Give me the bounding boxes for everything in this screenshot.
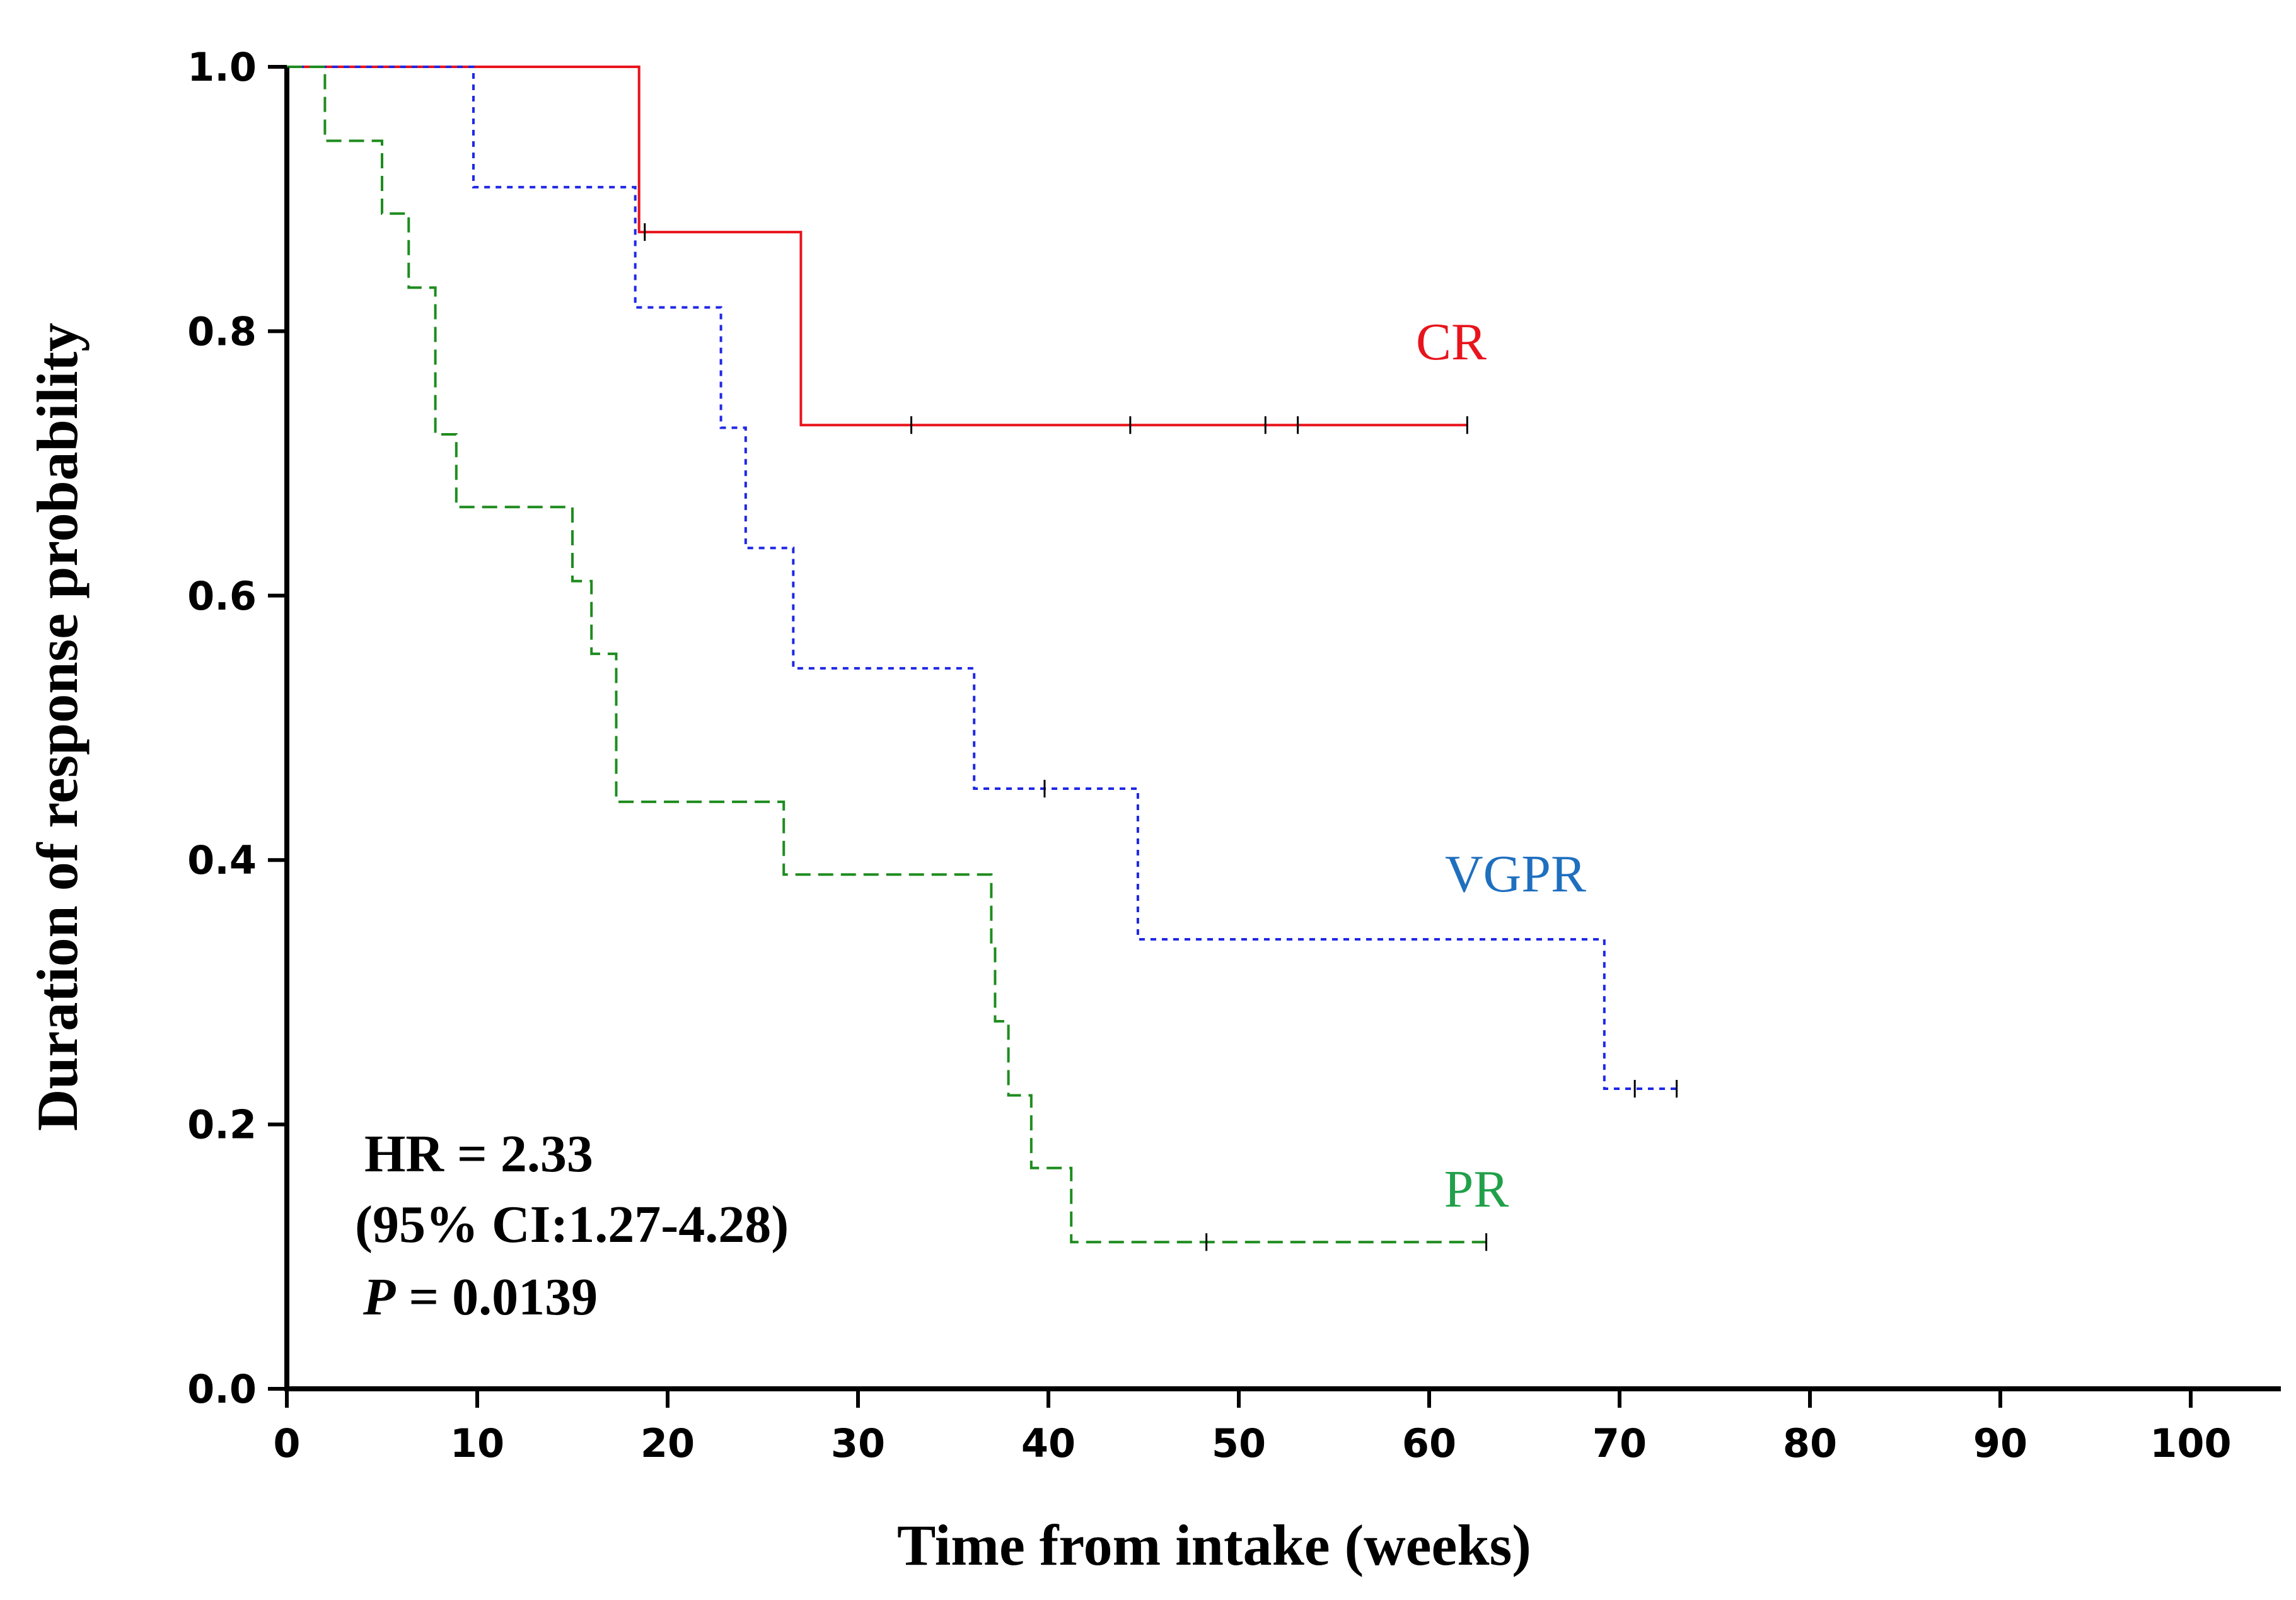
x-tick-label: 0 <box>273 1420 300 1466</box>
x-tick-label: 100 <box>2150 1420 2231 1466</box>
p-value: = 0.0139 <box>395 1268 598 1326</box>
x-tick-label: 90 <box>1973 1420 2027 1466</box>
y-tick-label: 0.8 <box>187 308 257 354</box>
x-axis-title: Time from intake (weeks) <box>897 1513 1531 1577</box>
y-tick-label: 0.2 <box>187 1102 257 1148</box>
series-layer <box>287 66 1678 1251</box>
series-line-cr <box>287 66 1468 427</box>
hr-annotation: HR = 2.33 <box>364 1125 593 1183</box>
y-tick-label: 0.0 <box>187 1366 257 1412</box>
x-tick-label: 40 <box>1021 1420 1076 1466</box>
y-tick-label: 1.0 <box>187 44 257 90</box>
series-label-vgpr: VGPR <box>1445 845 1586 903</box>
series-line-pr <box>287 66 1487 1244</box>
p-symbol: P <box>362 1268 396 1326</box>
series-line-vgpr <box>287 66 1677 1090</box>
x-tick-label: 10 <box>450 1420 504 1466</box>
x-tick-label: 80 <box>1783 1420 1837 1466</box>
y-tick-label: 0.6 <box>187 573 257 619</box>
ci-annotation: (95% CI:1.27-4.28) <box>355 1195 789 1254</box>
series-label-pr: PR <box>1444 1160 1509 1219</box>
x-tick-label: 60 <box>1402 1420 1456 1466</box>
axis-layer <box>284 67 2281 1391</box>
x-tick-label: 20 <box>641 1420 695 1466</box>
tick-layer: 0 10 20 30 40 50 60 70 80 90 100 0.0 0.2 0.4 0.6 0.8 1.0 <box>187 44 2232 1466</box>
y-tick-label: 0.4 <box>187 837 257 883</box>
p-annotation: P = 0.0139 <box>362 1268 598 1326</box>
x-tick-label: 50 <box>1212 1420 1266 1466</box>
x-tick-label: 70 <box>1592 1420 1647 1466</box>
y-axis-title: Duration of response probability <box>25 323 90 1131</box>
series-label-cr: CR <box>1416 313 1487 371</box>
x-tick-label: 30 <box>831 1420 885 1466</box>
